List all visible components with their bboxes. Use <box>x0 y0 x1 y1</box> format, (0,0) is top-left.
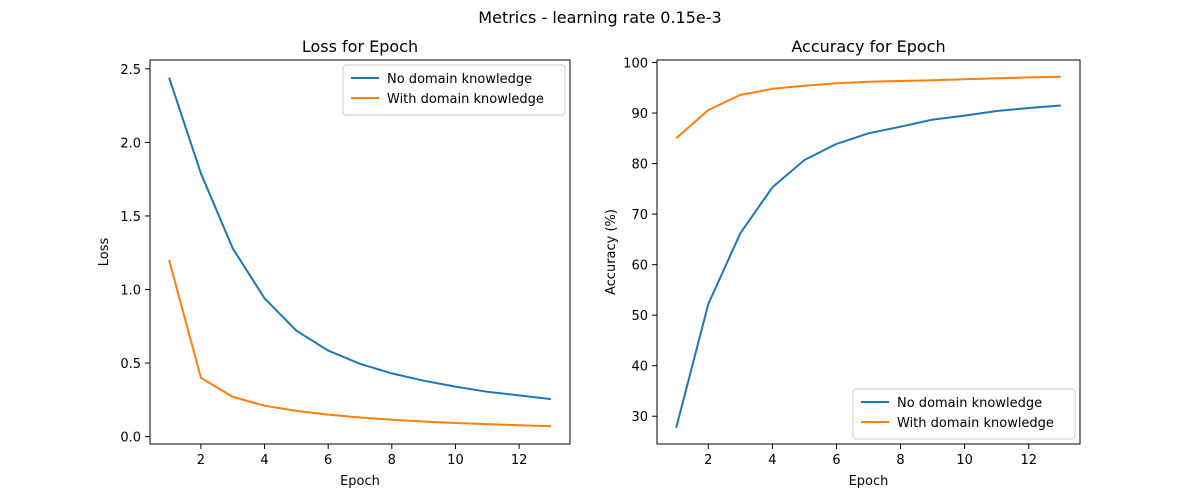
loss-x-tick-label: 2 <box>197 453 205 468</box>
accuracy-x-tick-label: 4 <box>768 453 776 468</box>
accuracy-y-tick-label: 50 <box>631 309 648 324</box>
accuracy-y-tick-label: 30 <box>631 410 648 425</box>
loss-x-axis-label: Epoch <box>340 474 380 489</box>
figure-suptitle: Metrics - learning rate 0.15e-3 <box>478 8 721 27</box>
accuracy-chart-title: Accuracy for Epoch <box>791 37 945 56</box>
accuracy-legend-label-2: With domain knowledge <box>897 416 1054 431</box>
accuracy-y-tick-label: 80 <box>631 158 648 173</box>
loss-chart: Loss for Epoch 2 4 6 8 10 12 0.0 0.5 1.0 1.5 2.0 2.5… <box>97 37 571 489</box>
loss-y-axis-label: Loss <box>97 238 112 267</box>
loss-x-tick-label: 10 <box>447 453 464 468</box>
accuracy-legend: No domain knowledge With domain knowledge <box>852 388 1076 440</box>
accuracy-chart: Accuracy for Epoch 2 4 6 8 10 12 30 40 50 60 70 80 90… <box>604 37 1081 489</box>
accuracy-x-tick-label: 8 <box>896 453 904 468</box>
loss-x-tick-label: 6 <box>324 453 332 468</box>
loss-y-tick-label: 2.5 <box>120 63 141 78</box>
accuracy-legend-box <box>852 388 1076 440</box>
loss-legend: No domain knowledge With domain knowledge <box>342 64 566 116</box>
loss-legend-box <box>342 64 566 116</box>
accuracy-x-tick-label: 6 <box>832 453 840 468</box>
accuracy-axes-frame <box>656 59 1081 445</box>
loss-y-tick-label: 2.0 <box>120 136 141 151</box>
loss-y-tick-label: 0.0 <box>120 431 141 446</box>
accuracy-series-line-1 <box>675 104 1061 429</box>
loss-series-line-2 <box>168 259 551 428</box>
loss-x-tick-label: 4 <box>260 453 268 468</box>
accuracy-series-line-2 <box>675 75 1061 140</box>
accuracy-x-axis-label: Epoch <box>849 474 889 489</box>
accuracy-x-tick-label: 10 <box>956 453 973 468</box>
accuracy-legend-label-1: No domain knowledge <box>897 396 1042 411</box>
loss-axes-frame <box>149 59 571 445</box>
loss-chart-title: Loss for Epoch <box>302 37 418 56</box>
loss-x-tick-label: 12 <box>511 453 528 468</box>
accuracy-y-tick-label: 60 <box>631 259 648 274</box>
loss-legend-label-1: No domain knowledge <box>387 72 532 87</box>
accuracy-y-tick-label: 100 <box>623 57 648 72</box>
accuracy-y-tick-label: 70 <box>631 208 648 223</box>
accuracy-y-tick-label: 40 <box>631 360 648 375</box>
loss-y-tick-label: 1.5 <box>120 210 141 225</box>
loss-y-tick-label: 1.0 <box>120 284 141 299</box>
loss-y-tick-label: 0.5 <box>120 357 141 372</box>
loss-legend-label-2: With domain knowledge <box>387 92 544 107</box>
accuracy-y-tick-label: 90 <box>631 107 648 122</box>
loss-x-tick-label: 8 <box>388 453 396 468</box>
accuracy-x-tick-label: 12 <box>1020 453 1037 468</box>
loss-series-line-1 <box>168 77 552 401</box>
accuracy-y-axis-label: Accuracy (%) <box>604 209 619 295</box>
accuracy-x-tick-label: 2 <box>704 453 712 468</box>
